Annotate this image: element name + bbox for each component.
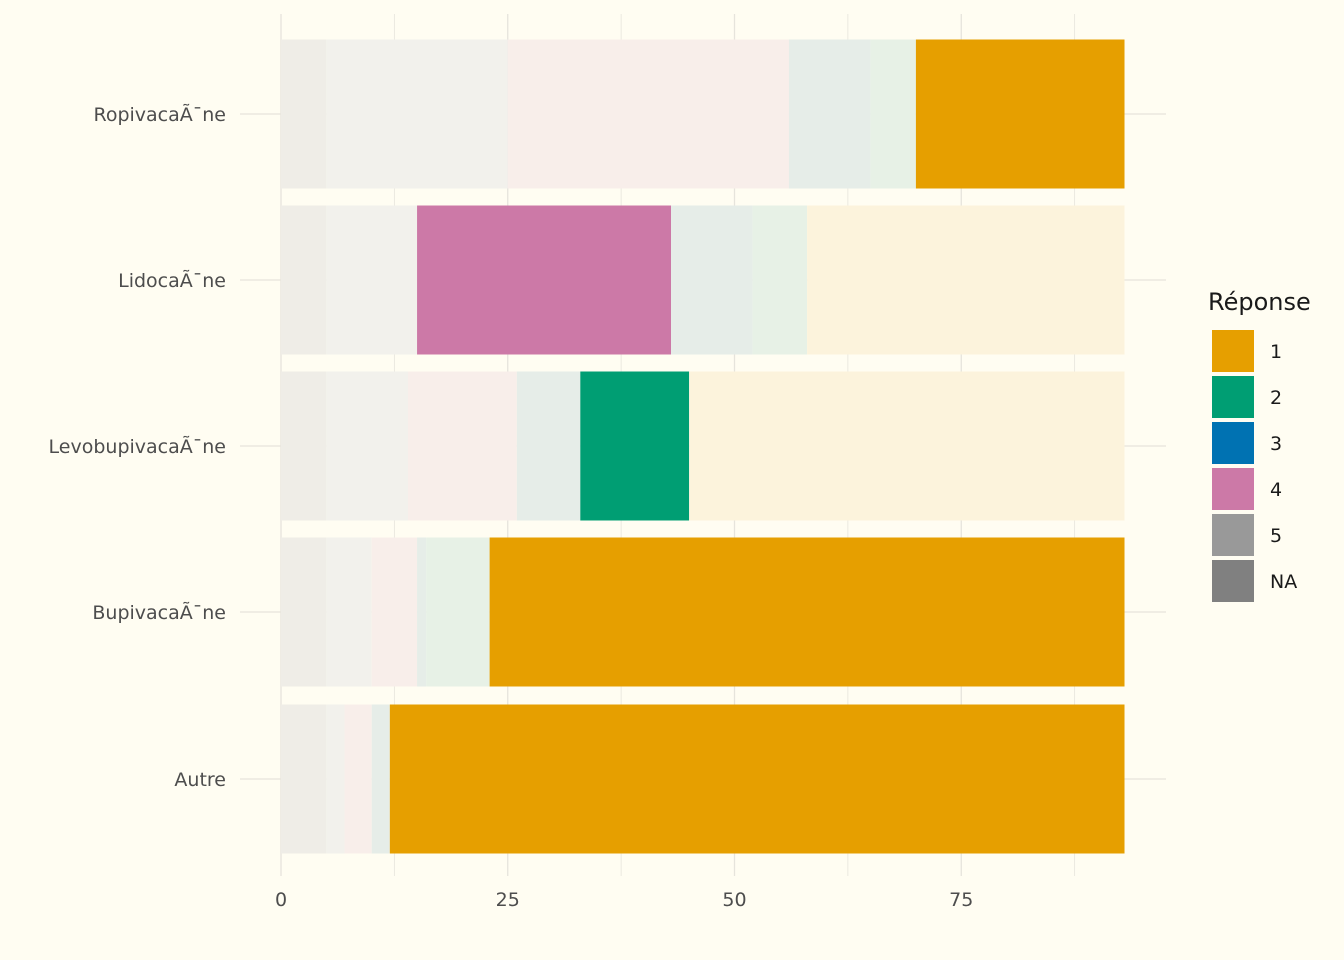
- bar-segment: [326, 39, 508, 189]
- y-tick-label: Autre: [174, 769, 226, 791]
- bar-segment: [426, 537, 490, 687]
- bar-segment: [870, 39, 916, 189]
- bar-segment: [326, 205, 418, 355]
- bars-layer: [281, 39, 1125, 854]
- legend-key: [1212, 468, 1254, 510]
- legend-label: 5: [1270, 525, 1282, 547]
- bar-segment: [807, 205, 1125, 355]
- legend-label: NA: [1270, 571, 1297, 593]
- bar-segment: [281, 371, 327, 521]
- bar-segment: [507, 39, 789, 189]
- bar-segment: [752, 205, 808, 355]
- bar-segment: [344, 704, 372, 854]
- bar-segment: [326, 704, 345, 854]
- bar-segment: [371, 704, 390, 854]
- bar-segment: [371, 537, 418, 687]
- bar-segment: [489, 537, 1125, 687]
- bar-segment: [281, 537, 327, 687]
- y-tick-label: LidocaÃ¯ne: [118, 269, 226, 292]
- bar-segment: [326, 371, 408, 521]
- legend-label: 3: [1270, 433, 1282, 455]
- legend-label: 2: [1270, 387, 1282, 409]
- legend-label: 4: [1270, 479, 1282, 501]
- bar-segment: [389, 704, 1125, 854]
- y-tick-label: BupivacaÃ¯ne: [92, 601, 226, 624]
- x-tick-label: 50: [722, 889, 746, 911]
- bar-segment: [671, 205, 753, 355]
- bar-segment: [281, 39, 327, 189]
- bar-segment: [516, 371, 581, 521]
- bar-segment: [407, 371, 517, 521]
- legend-label: 1: [1270, 341, 1282, 363]
- bar-segment: [281, 205, 327, 355]
- x-tick-label: 75: [949, 889, 973, 911]
- y-tick-label: RopivacaÃ¯ne: [93, 103, 226, 126]
- legend-key: [1212, 422, 1254, 464]
- legend-key: [1212, 330, 1254, 372]
- legend: Réponse 1 2 3 4 5 NA: [1208, 288, 1311, 602]
- bar-segment: [417, 537, 427, 687]
- x-tick-label: 25: [496, 889, 520, 911]
- bar-segment: [689, 371, 1125, 521]
- y-axis: RopivacaÃ¯ne LidocaÃ¯ne LevobupivacaÃ¯ne Bu…: [49, 103, 226, 791]
- bar-segment: [417, 205, 672, 355]
- bar-segment: [326, 537, 372, 687]
- bar-segment: [915, 39, 1125, 189]
- legend-title: Réponse: [1208, 288, 1311, 316]
- legend-key: [1212, 560, 1254, 602]
- legend-key: [1212, 514, 1254, 556]
- x-axis: 0 25 50 75: [275, 889, 973, 911]
- y-tick-label: LevobupivacaÃ¯ne: [49, 435, 226, 458]
- x-tick-label: 0: [275, 889, 287, 911]
- bar-segment: [788, 39, 871, 189]
- legend-key: [1212, 376, 1254, 418]
- bar-segment: [281, 704, 327, 854]
- bar-segment: [580, 371, 690, 521]
